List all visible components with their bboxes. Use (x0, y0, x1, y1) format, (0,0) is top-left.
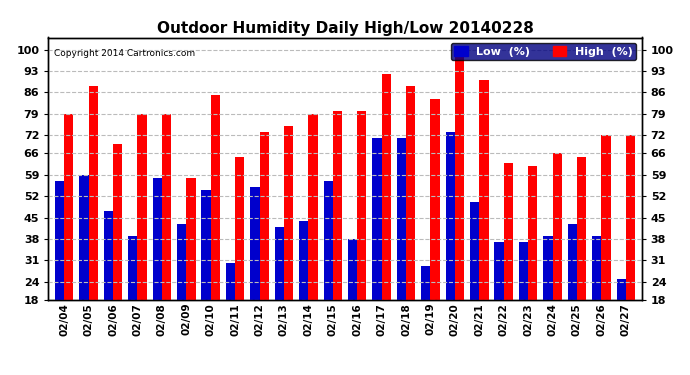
Bar (543, 236, 553, 300)
Bar (88, 86, 98, 300)
Legend: Low  (%), High  (%): Low (%), High (%) (451, 43, 636, 60)
Bar (104, 211, 113, 300)
Bar (455, 50, 464, 300)
Bar (128, 236, 137, 300)
Bar (553, 153, 562, 300)
Bar (55, 181, 64, 300)
Bar (431, 99, 440, 300)
Bar (357, 111, 366, 300)
Bar (210, 96, 220, 300)
Bar (373, 138, 382, 300)
Bar (348, 239, 357, 300)
Bar (421, 266, 431, 300)
Bar (324, 181, 333, 300)
Bar (602, 135, 611, 300)
Bar (152, 178, 162, 300)
Bar (495, 242, 504, 300)
Bar (259, 132, 269, 300)
Bar (577, 156, 586, 300)
Bar (308, 114, 317, 300)
Bar (592, 236, 602, 300)
Bar (397, 138, 406, 300)
Bar (382, 74, 391, 300)
Bar (186, 178, 195, 300)
Bar (113, 144, 122, 300)
Bar (250, 187, 259, 300)
Bar (275, 227, 284, 300)
Bar (235, 156, 244, 300)
Bar (406, 86, 415, 300)
Bar (528, 166, 538, 300)
Bar (79, 175, 88, 300)
Text: Copyright 2014 Cartronics.com: Copyright 2014 Cartronics.com (55, 49, 195, 58)
Bar (446, 132, 455, 300)
Title: Outdoor Humidity Daily High/Low 20140228: Outdoor Humidity Daily High/Low 20140228 (157, 21, 533, 36)
Bar (137, 114, 147, 300)
Bar (626, 135, 635, 300)
Bar (617, 279, 626, 300)
Bar (162, 114, 171, 300)
Bar (64, 114, 73, 300)
Bar (177, 224, 186, 300)
Bar (568, 224, 577, 300)
Bar (519, 242, 528, 300)
Bar (504, 163, 513, 300)
Bar (226, 263, 235, 300)
Bar (299, 220, 308, 300)
Bar (480, 80, 489, 300)
Bar (470, 202, 480, 300)
Bar (201, 190, 210, 300)
Bar (284, 126, 293, 300)
Bar (333, 111, 342, 300)
